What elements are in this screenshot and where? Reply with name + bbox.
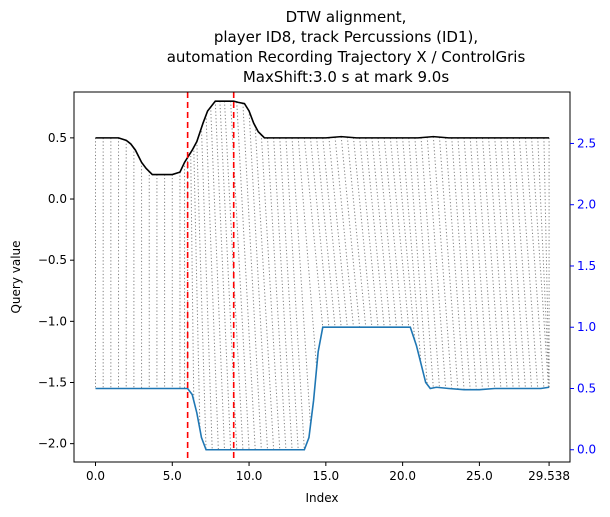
x-axis-label: Index: [305, 491, 338, 505]
alignment-line: [214, 101, 232, 450]
alignment-line: [365, 137, 385, 328]
y-right-tick-label: 1.0: [577, 320, 596, 334]
alignment-line: [260, 134, 281, 450]
x-tick-label: 15.0: [312, 469, 339, 483]
title-line-2: player ID8, track Percussions (ID1),: [214, 28, 478, 46]
alignment-line: [432, 136, 453, 389]
alignment-line: [420, 137, 440, 388]
alignment-line: [463, 137, 483, 390]
query-series-line: [95, 100, 550, 176]
plot-frame: [73, 91, 571, 463]
alignment-line: [242, 103, 262, 450]
y-left-tick-label: 0.0: [48, 192, 67, 206]
alignment-line: [248, 110, 268, 450]
alignment-line: [205, 115, 219, 450]
y-right-tick-label: 2.0: [577, 198, 596, 212]
alignment-line: [273, 137, 293, 450]
chart-title: DTW alignment, player ID8, track Percuss…: [167, 8, 526, 86]
alignment-line: [219, 101, 238, 450]
y-left-tick-label: −1.5: [38, 375, 67, 389]
y-right-tick-label: 2.5: [577, 136, 596, 150]
y-axis-label: Query value: [9, 240, 23, 313]
alignment-line: [193, 147, 201, 430]
alignment-line: [469, 137, 490, 390]
x-tick-label: 29.538: [528, 469, 570, 483]
series-group: [95, 100, 550, 451]
alignment-line: [537, 137, 550, 388]
alignment-line: [426, 137, 447, 389]
y-left-tick-label: −1.0: [38, 314, 67, 328]
alignment-line: [279, 137, 299, 450]
alignment-line: [414, 137, 434, 388]
alignment-line: [322, 137, 342, 328]
y-left-axis-ticks: 0.5 0.0 −0.5 −1.0 −1.5 −2.0: [38, 131, 74, 451]
alignment-line: [494, 137, 514, 389]
x-tick-label: 0.0: [86, 469, 105, 483]
alignment-line: [371, 137, 391, 328]
marker-lines: [186, 92, 235, 462]
alignment-lines: [94, 101, 550, 450]
alignment-line: [291, 137, 311, 426]
alignment-line: [230, 101, 250, 450]
alignment-line: [395, 137, 416, 342]
y-left-tick-label: −2.0: [38, 437, 67, 451]
alignment-line: [285, 137, 305, 450]
alignment-line: [254, 126, 275, 450]
alignment-line: [359, 137, 379, 328]
alignment-line: [389, 137, 410, 328]
x-tick-label: 10.0: [236, 469, 263, 483]
alignment-line: [512, 137, 533, 389]
y-left-tick-label: −0.5: [38, 253, 67, 267]
alignment-line: [196, 141, 207, 450]
alignment-line: [190, 152, 195, 401]
alignment-line: [236, 101, 256, 450]
alignment-line: [352, 137, 373, 328]
y-right-tick-label: 0.0: [577, 443, 596, 457]
title-line-3: automation Recording Trajectory X / Cont…: [167, 48, 526, 66]
alignment-line: [488, 137, 508, 389]
alignment-line: [457, 137, 477, 390]
alignment-line: [346, 137, 367, 328]
alignment-line: [481, 137, 502, 389]
alignment-line: [543, 137, 550, 388]
reference-series-line: [95, 326, 550, 451]
x-tick-label: 20.0: [389, 469, 416, 483]
alignment-line: [402, 137, 422, 365]
x-axis-ticks: 0.0 5.0 10.0 15.0 20.0 25.0 29.538: [86, 462, 570, 483]
alignment-line: [316, 137, 336, 328]
alignment-line: [309, 137, 330, 328]
alignment-line: [303, 137, 324, 328]
alignment-line: [266, 137, 287, 450]
alignment-line: [451, 137, 471, 390]
y-right-tick-label: 1.5: [577, 259, 596, 273]
alignment-line: [210, 107, 225, 450]
alignment-line: [445, 137, 465, 390]
alignment-line: [200, 127, 213, 450]
alignment-line: [297, 137, 318, 369]
alignment-line: [518, 137, 539, 389]
alignment-line: [340, 136, 361, 328]
alignment-line: [377, 137, 397, 328]
alignment-line: [383, 137, 404, 328]
alignment-line: [500, 137, 520, 389]
y-right-tick-label: 0.5: [577, 381, 596, 395]
alignment-line: [524, 137, 545, 389]
alignment-line: [408, 137, 428, 385]
title-line-1: DTW alignment,: [286, 8, 407, 26]
alignment-line: [531, 137, 550, 388]
alignment-line: [506, 137, 526, 389]
x-tick-label: 5.0: [163, 469, 182, 483]
alignment-line: [438, 137, 459, 390]
title-line-4: MaxShift:3.0 s at mark 9.0s: [243, 68, 449, 86]
x-tick-label: 25.0: [466, 469, 493, 483]
alignment-line: [328, 137, 348, 328]
alignment-line: [475, 137, 496, 389]
alignment-line: [334, 137, 354, 328]
y-right-axis-ticks: 2.5 2.0 1.5 1.0 0.5 0.0: [570, 136, 596, 457]
y-left-tick-label: 0.5: [48, 131, 67, 145]
